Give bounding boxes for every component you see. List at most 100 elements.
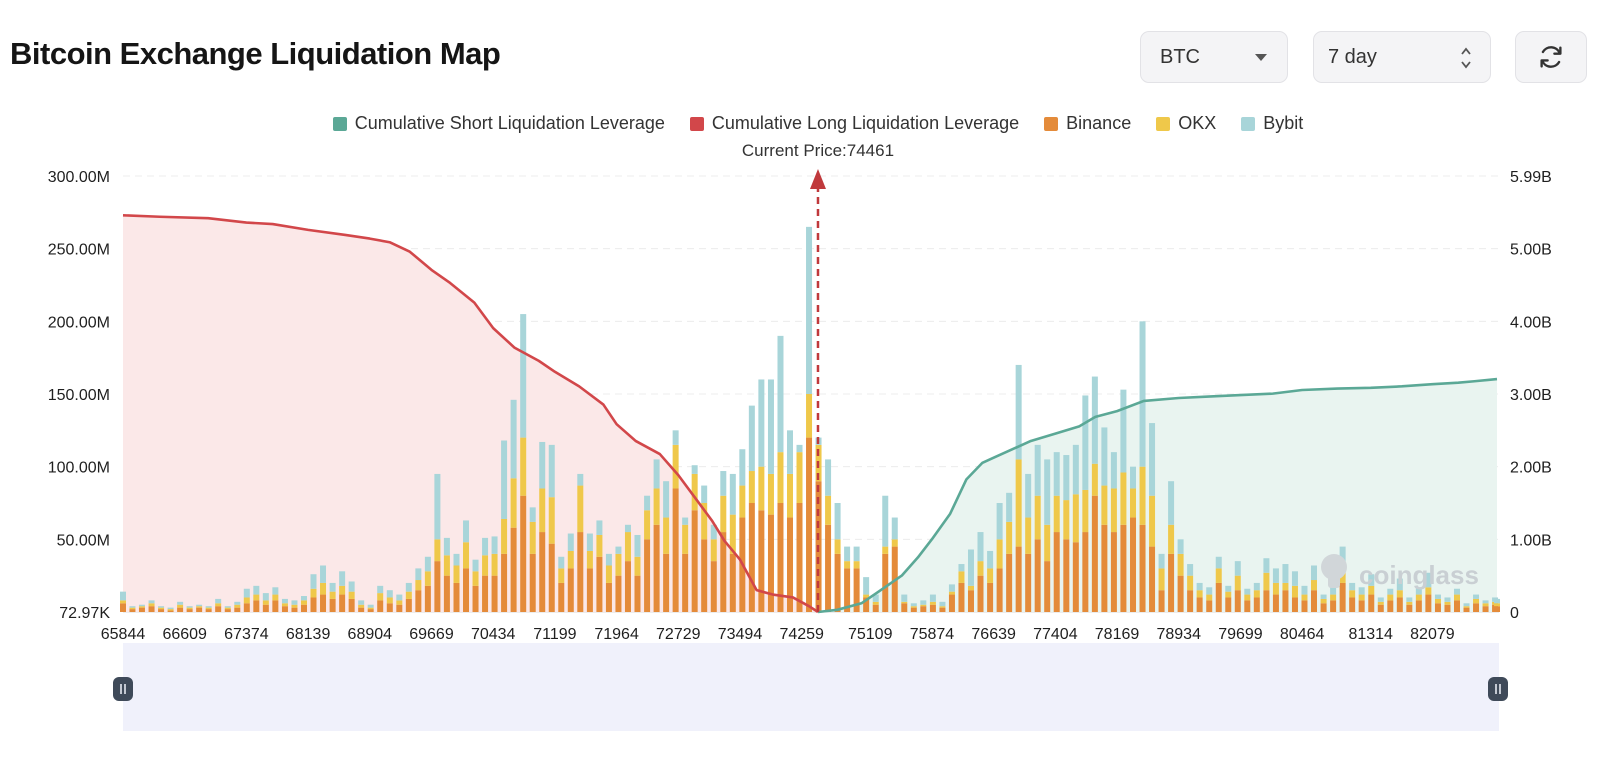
bar-binance	[1215, 582, 1222, 612]
y-left-tick-label: 250.00M	[48, 242, 110, 259]
y-right-tick-label: 0	[1510, 605, 1519, 622]
coin-select[interactable]: BTC	[1140, 31, 1288, 83]
bar-binance	[291, 607, 298, 612]
bar-okx	[558, 568, 565, 583]
bar-okx	[158, 607, 165, 610]
bar-binance	[1187, 590, 1194, 612]
bar-binance	[463, 568, 470, 612]
bar-bybit	[158, 606, 165, 608]
legend-item-okx[interactable]: OKX	[1156, 113, 1216, 134]
bar-bybit	[224, 606, 231, 608]
bar-binance	[1244, 600, 1251, 612]
bar-okx	[320, 582, 327, 595]
bar-okx	[120, 600, 126, 604]
bar-okx	[548, 497, 555, 544]
bar-binance	[1444, 604, 1451, 612]
zoom-handle-left[interactable]	[113, 677, 133, 701]
bar-bybit	[443, 537, 450, 556]
bar-okx	[138, 606, 145, 608]
bar-okx	[234, 604, 241, 608]
bar-okx	[863, 594, 870, 598]
bar-bybit	[539, 441, 546, 489]
bar-binance	[1291, 597, 1298, 612]
bar-binance	[929, 604, 936, 612]
legend-item-long[interactable]: Cumulative Long Liquidation Leverage	[689, 113, 1019, 134]
bar-bybit	[196, 604, 203, 607]
bar-bybit	[272, 587, 279, 595]
zoom-slider-track[interactable]	[123, 643, 1499, 731]
bar-binance	[1415, 600, 1422, 612]
zoom-handle-right[interactable]	[1488, 677, 1508, 701]
bar-okx	[1196, 590, 1203, 598]
bar-binance	[1282, 590, 1289, 612]
chart-legend: Cumulative Short Liquidation Leverage Cu…	[0, 113, 1600, 136]
bar-okx	[358, 604, 365, 608]
bar-binance	[396, 604, 403, 612]
bar-bybit	[920, 600, 927, 605]
x-tick-label: 73494	[718, 626, 763, 643]
bar-bybit	[491, 536, 498, 554]
bar-bybit	[739, 449, 746, 486]
bar-okx	[482, 555, 489, 576]
bar-okx	[1320, 598, 1327, 604]
legend-item-short[interactable]: Cumulative Short Liquidation Leverage	[332, 113, 665, 134]
bar-bybit	[215, 598, 222, 604]
bar-okx	[491, 553, 498, 576]
legend-swatch-binance	[1044, 116, 1059, 131]
bar-binance	[158, 609, 165, 612]
x-tick-label: 68139	[286, 626, 331, 643]
bar-binance	[320, 594, 327, 612]
range-select[interactable]: 7 day	[1313, 31, 1491, 83]
bar-binance	[586, 568, 593, 612]
bar-bybit	[1215, 556, 1222, 569]
refresh-button[interactable]	[1515, 31, 1587, 83]
coinglass-logo-icon	[1321, 554, 1347, 580]
bar-okx	[1494, 603, 1500, 607]
bar-bybit	[1006, 492, 1013, 522]
y-left-tick-label: 50.00M	[57, 532, 110, 549]
bar-binance	[710, 561, 717, 612]
bar-okx	[167, 609, 174, 611]
bar-bybit	[1082, 395, 1089, 490]
bar-bybit	[1072, 444, 1079, 495]
bar-binance	[1206, 600, 1213, 612]
bar-bybit	[910, 603, 917, 607]
bar-binance	[796, 503, 803, 612]
bar-bybit	[396, 594, 403, 601]
bar-binance	[1473, 603, 1480, 612]
bar-binance	[1358, 600, 1365, 612]
legend-item-binance[interactable]: Binance	[1044, 113, 1131, 134]
bar-binance	[205, 609, 212, 612]
bar-binance	[577, 532, 584, 612]
bar-bybit	[872, 594, 879, 602]
x-tick-label: 66609	[162, 626, 207, 643]
bar-binance	[663, 553, 670, 612]
bar-okx	[1244, 594, 1251, 601]
bar-binance	[1396, 597, 1403, 612]
bar-bybit	[291, 600, 298, 605]
bar-bybit	[548, 444, 555, 498]
bar-okx	[377, 593, 384, 601]
bar-binance	[1482, 606, 1489, 612]
bar-bybit	[1453, 588, 1460, 595]
y-left-tick-label: 300.00M	[48, 169, 110, 186]
bar-okx	[1291, 585, 1298, 598]
bar-okx	[939, 606, 946, 608]
bar-binance	[548, 543, 555, 612]
legend-item-bybit[interactable]: Bybit	[1241, 113, 1303, 134]
bar-okx	[1130, 488, 1137, 518]
bar-binance	[129, 609, 136, 612]
bar-okx	[348, 591, 355, 599]
bar-binance	[882, 553, 889, 612]
bar-bybit	[1301, 585, 1308, 595]
bar-bybit	[529, 507, 536, 522]
bar-okx	[1253, 590, 1260, 598]
y-right-tick-label: 3.00B	[1510, 387, 1552, 404]
bar-binance	[234, 607, 241, 612]
bar-binance	[120, 603, 126, 612]
bar-bybit	[891, 517, 898, 540]
bar-bybit	[615, 546, 622, 554]
bar-binance	[148, 606, 155, 612]
bar-binance	[1063, 539, 1070, 612]
